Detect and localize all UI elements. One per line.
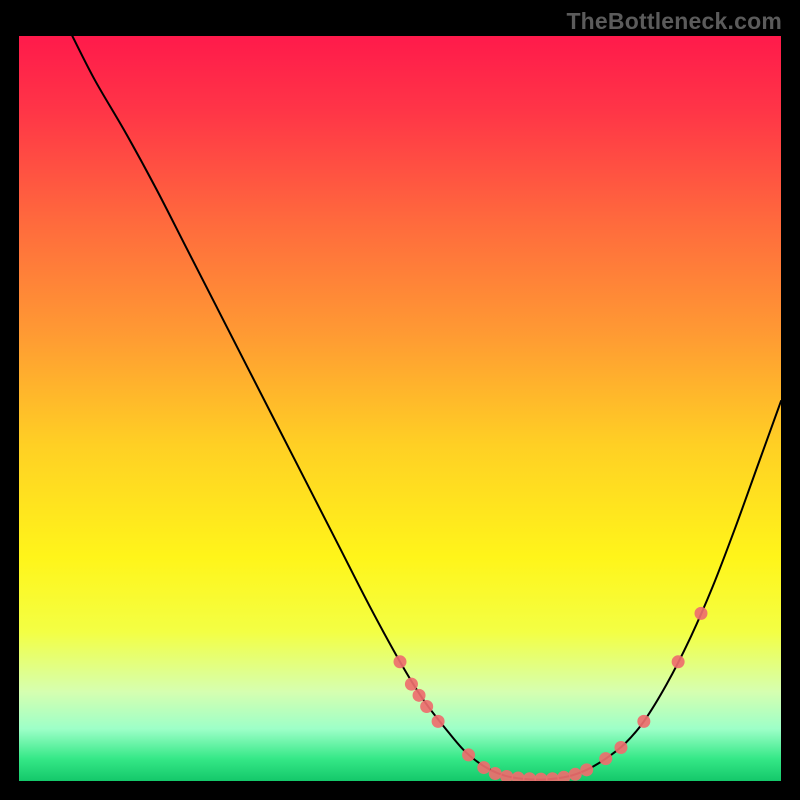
scatter-point bbox=[462, 748, 475, 761]
scatter-point bbox=[614, 741, 627, 754]
chart-overlay bbox=[19, 36, 781, 781]
scatter-point bbox=[500, 770, 513, 781]
scatter-point bbox=[394, 655, 407, 668]
scatter-point bbox=[557, 771, 570, 781]
scatter-point bbox=[420, 700, 433, 713]
watermark-text: TheBottleneck.com bbox=[566, 8, 782, 35]
scatter-point bbox=[534, 773, 547, 781]
bottleneck-curve bbox=[72, 36, 781, 780]
scatter-point bbox=[512, 772, 525, 781]
scatter-point bbox=[694, 607, 707, 620]
scatter-point bbox=[546, 772, 559, 781]
scatter-point bbox=[432, 715, 445, 728]
scatter-point bbox=[637, 715, 650, 728]
scatter-point bbox=[599, 752, 612, 765]
scatter-point bbox=[569, 768, 582, 781]
scatter-point bbox=[523, 772, 536, 781]
chart-frame: TheBottleneck.com bbox=[0, 0, 800, 800]
scatter-point bbox=[672, 655, 685, 668]
scatter-point bbox=[489, 767, 502, 780]
scatter-point bbox=[477, 761, 490, 774]
plot-area bbox=[19, 36, 781, 781]
scatter-point bbox=[580, 763, 593, 776]
scatter-point bbox=[413, 689, 426, 702]
scatter-point bbox=[405, 678, 418, 691]
